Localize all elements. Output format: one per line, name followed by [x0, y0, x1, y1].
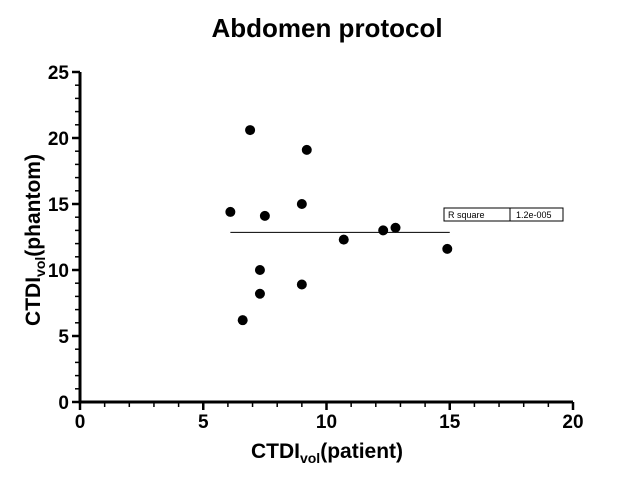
- x-tick-label: 0: [75, 412, 86, 433]
- x-tick-label: 20: [562, 412, 583, 433]
- data-point: [378, 225, 389, 236]
- plot-area: [78, 72, 573, 404]
- data-point: [442, 243, 453, 254]
- data-point: [245, 125, 256, 136]
- x-axis: 0 5 10 15 20: [75, 402, 584, 433]
- data-point: [254, 265, 265, 275]
- data-point: [390, 222, 401, 233]
- data-point: [254, 288, 265, 299]
- data-point: [296, 279, 307, 290]
- y-tick-label: 10: [48, 261, 69, 282]
- data-point: [338, 234, 349, 245]
- x-tick-label: 10: [316, 412, 337, 433]
- data-point: [296, 199, 307, 209]
- data-point: [259, 210, 270, 221]
- r-square-label: R square: [448, 210, 485, 220]
- y-axis: 0 5 10 15 20 25: [48, 63, 80, 414]
- y-tick-label: 15: [48, 195, 70, 216]
- y-tick-label: 5: [58, 327, 69, 348]
- x-axis-label: CTDIvol(patient): [251, 440, 403, 466]
- x-tick-label: 5: [198, 412, 209, 433]
- y-tick-label: 0: [58, 393, 69, 414]
- data-point: [225, 206, 236, 217]
- x-tick-label: 15: [439, 412, 461, 433]
- data-points: [225, 125, 453, 326]
- r-square-value-cell: [509, 207, 564, 222]
- y-axis-label: CTDIvol(phantom): [22, 154, 48, 326]
- r-square-table: R square 1.2e-005: [443, 207, 564, 222]
- y-tick-label: 25: [48, 63, 70, 84]
- r-square-value: 1.2e-005: [516, 210, 552, 220]
- data-point: [237, 315, 248, 326]
- data-point: [301, 144, 312, 155]
- chart-title: Abdomen protocol: [211, 13, 442, 43]
- y-tick-label: 20: [48, 129, 69, 150]
